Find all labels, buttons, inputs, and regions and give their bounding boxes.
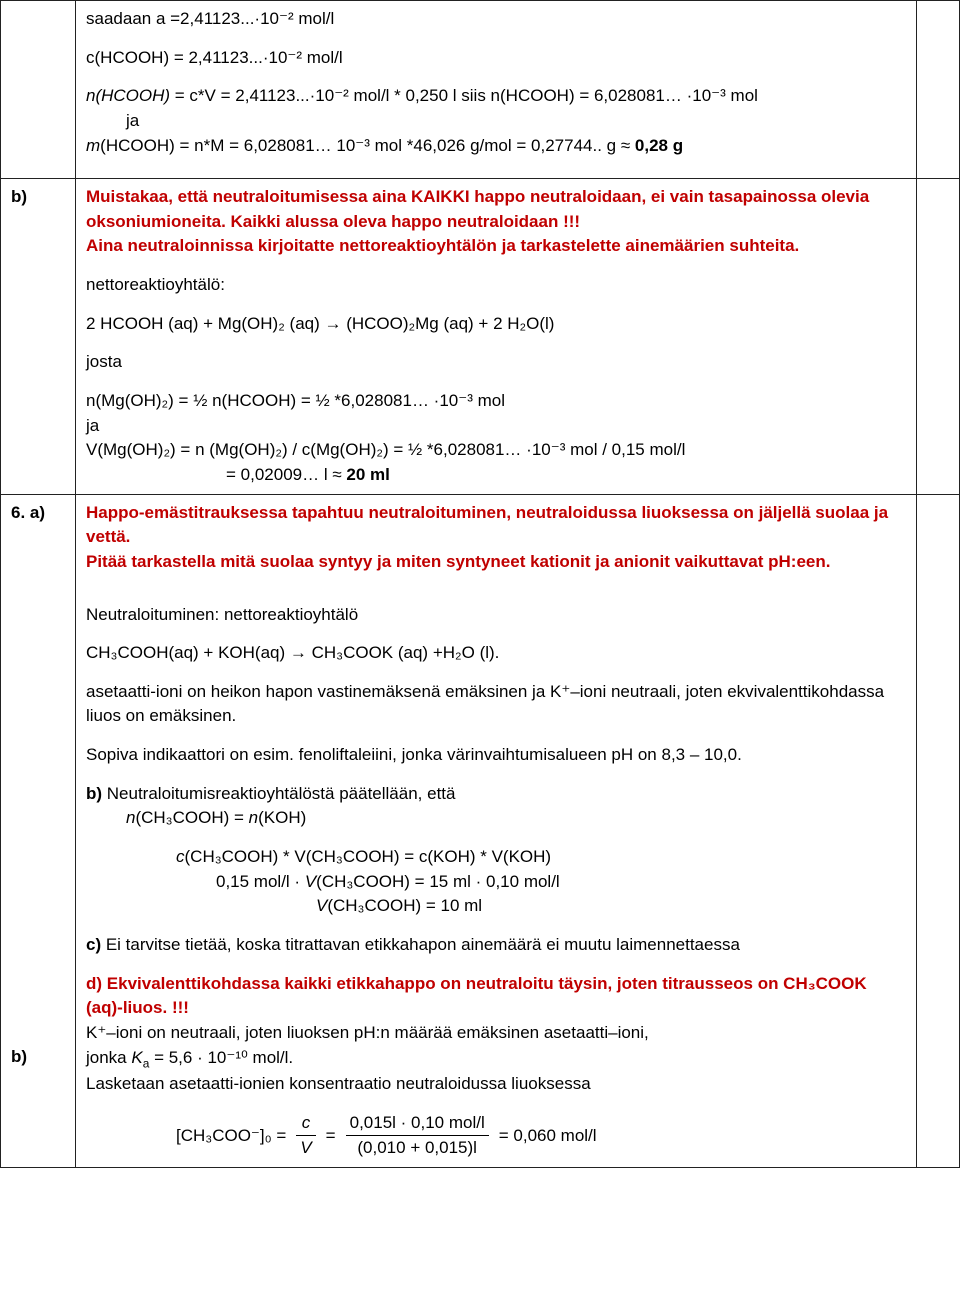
margin-cell [917, 494, 960, 1167]
text: (CH₃COOH) = [135, 808, 248, 827]
label-text: 6. a) [11, 503, 45, 522]
table-row: 6. a) b) Happo-emästitrauksessa tapahtuu… [1, 494, 960, 1167]
text: (CH₃COOH) = 10 ml [327, 896, 482, 915]
text-line: = 0,02009… l ≈ 20 ml [86, 463, 390, 488]
fraction: 0,015l · 0,10 mol/l (0,010 + 0,015)l [346, 1111, 489, 1161]
label-text: b) [11, 1047, 27, 1066]
text-line: n(Mg(OH)₂) = ½ n(HCOOH) = ½ *6,028081… ·… [86, 391, 505, 410]
text-line: n(HCOOH) = c*V = 2,41123...·10⁻² mol/l *… [86, 86, 758, 105]
text-line: K⁺–ioni on neutraali, joten liuoksen pH:… [86, 1023, 649, 1042]
italic-text: n [249, 808, 258, 827]
fraction-numerator: 0,015l · 0,10 mol/l [346, 1111, 489, 1137]
eq-lhs: [CH₃COO⁻]₀ = [176, 1124, 286, 1149]
equation-line: [CH₃COO⁻]₀ = c V = 0,015l · 0,10 mol/l (… [86, 1111, 597, 1161]
eq-rhs: = 0,060 mol/l [499, 1124, 597, 1149]
text-line: Neutraloituminen: nettoreaktioyhtälö [86, 605, 358, 624]
bold-text: 0,28 g [635, 136, 683, 155]
margin-cell [917, 1, 960, 179]
row-label-6a: 6. a) b) [1, 494, 76, 1167]
italic-text: V [305, 872, 316, 891]
fraction-denominator: V [296, 1136, 315, 1161]
cell-content-1: saadaan a =2,41123...·10⁻² mol/l c(HCOOH… [76, 1, 917, 179]
fraction-numerator: c [296, 1111, 315, 1137]
row-label-b: b) [1, 179, 76, 494]
text-line: V(CH₃COOH) = 10 ml [86, 894, 906, 919]
bold-text: c) [86, 935, 101, 954]
text: Neutraloitumisreaktioyhtälöstä päätellää… [102, 784, 455, 803]
text-line: d) Ekvivalenttikohdassa kaikki etikkahap… [86, 974, 867, 1018]
text: (CH₃COOH) * V(CH₃COOH) = c(KOH) * V(KOH) [185, 847, 552, 866]
equation-line: 2 HCOOH (aq) + Mg(OH)₂ (aq) → (HCOO)₂Mg … [86, 314, 554, 333]
fraction-denominator: (0,010 + 0,015)l [346, 1136, 489, 1161]
document-table: saadaan a =2,41123...·10⁻² mol/l c(HCOOH… [0, 0, 960, 1168]
bold-text: d) [86, 974, 102, 993]
text-line: jonka Ka = 5,6 · 10⁻¹⁰ mol/l. [86, 1048, 293, 1067]
text: Ei tarvitse tietää, koska titrattavan et… [101, 935, 740, 954]
italic-text: K [131, 1048, 142, 1067]
text-line: b) Neutraloitumisreaktioyhtälöstä päätel… [86, 784, 455, 803]
text: = c*V = 2,41123...·10⁻² mol/l * 0,250 l … [170, 86, 758, 105]
bold-text: 20 ml [346, 465, 389, 484]
warning-text: Aina neutraloinnissa kirjoitatte nettore… [86, 236, 799, 255]
text: (HCOOH) = n*M = 6,028081… 10⁻³ mol *46,0… [100, 136, 635, 155]
text-line: ja [86, 109, 906, 134]
bold-text: b) [86, 784, 102, 803]
equals: = [326, 1124, 336, 1149]
warning-text: Muistakaa, että neutraloitumisessa aina … [86, 187, 869, 231]
text: jonka [86, 1048, 131, 1067]
italic-text: n(HCOOH) [86, 86, 170, 105]
italic-text: m [86, 136, 100, 155]
fraction: c V [296, 1111, 315, 1161]
text-line: josta [86, 352, 122, 371]
text-line: c) Ei tarvitse tietää, koska titrattavan… [86, 935, 740, 954]
text-line: c(CH₃COOH) * V(CH₃COOH) = c(KOH) * V(KOH… [86, 845, 906, 870]
text-line: m(HCOOH) = n*M = 6,028081… 10⁻³ mol *46,… [86, 136, 683, 155]
text-line: saadaan a =2,41123...·10⁻² mol/l [86, 9, 334, 28]
row-label-empty [1, 1, 76, 179]
text-line: Sopiva indikaattori on esim. fenoliftale… [86, 745, 742, 764]
italic-text: c [176, 847, 185, 866]
text: (KOH) [258, 808, 306, 827]
text: (CH₃COOH) = 15 ml · 0,10 mol/l [316, 872, 560, 891]
cell-content-2: Muistakaa, että neutraloitumisessa aina … [76, 179, 917, 494]
text-line: nettoreaktioyhtälö: [86, 275, 225, 294]
text-line: c(HCOOH) = 2,41123...·10⁻² mol/l [86, 48, 343, 67]
text-line: 0,15 mol/l · V(CH₃COOH) = 15 ml · 0,10 m… [86, 870, 906, 895]
text-line: asetaatti-ioni on heikon hapon vastinemä… [86, 682, 884, 726]
text: = 5,6 · 10⁻¹⁰ mol/l. [149, 1048, 293, 1067]
text: 0,15 mol/l · [216, 872, 305, 891]
cell-content-3: Happo-emästitrauksessa tapahtuu neutralo… [76, 494, 917, 1167]
text: = 0,02009… l ≈ [226, 465, 346, 484]
warning-text: Ekvivalenttikohdassa kaikki etikkahappo … [86, 974, 867, 1018]
warning-text: Pitää tarkastella mitä suolaa syntyy ja … [86, 552, 830, 571]
warning-text: Happo-emästitrauksessa tapahtuu neutralo… [86, 503, 888, 547]
text-line: V(Mg(OH)₂) = n (Mg(OH)₂) / c(Mg(OH)₂) = … [86, 440, 685, 459]
text-line: Lasketaan asetaatti-ionien konsentraatio… [86, 1074, 591, 1093]
text-line: n(CH₃COOH) = n(KOH) [86, 806, 906, 831]
table-row: saadaan a =2,41123...·10⁻² mol/l c(HCOOH… [1, 1, 960, 179]
table-row: b) Muistakaa, että neutraloitumisessa ai… [1, 179, 960, 494]
italic-text: V [316, 896, 327, 915]
text-line: ja [86, 416, 99, 435]
equation-line: CH₃COOH(aq) + KOH(aq) → CH₃COOK (aq) +H₂… [86, 643, 499, 662]
margin-cell [917, 179, 960, 494]
